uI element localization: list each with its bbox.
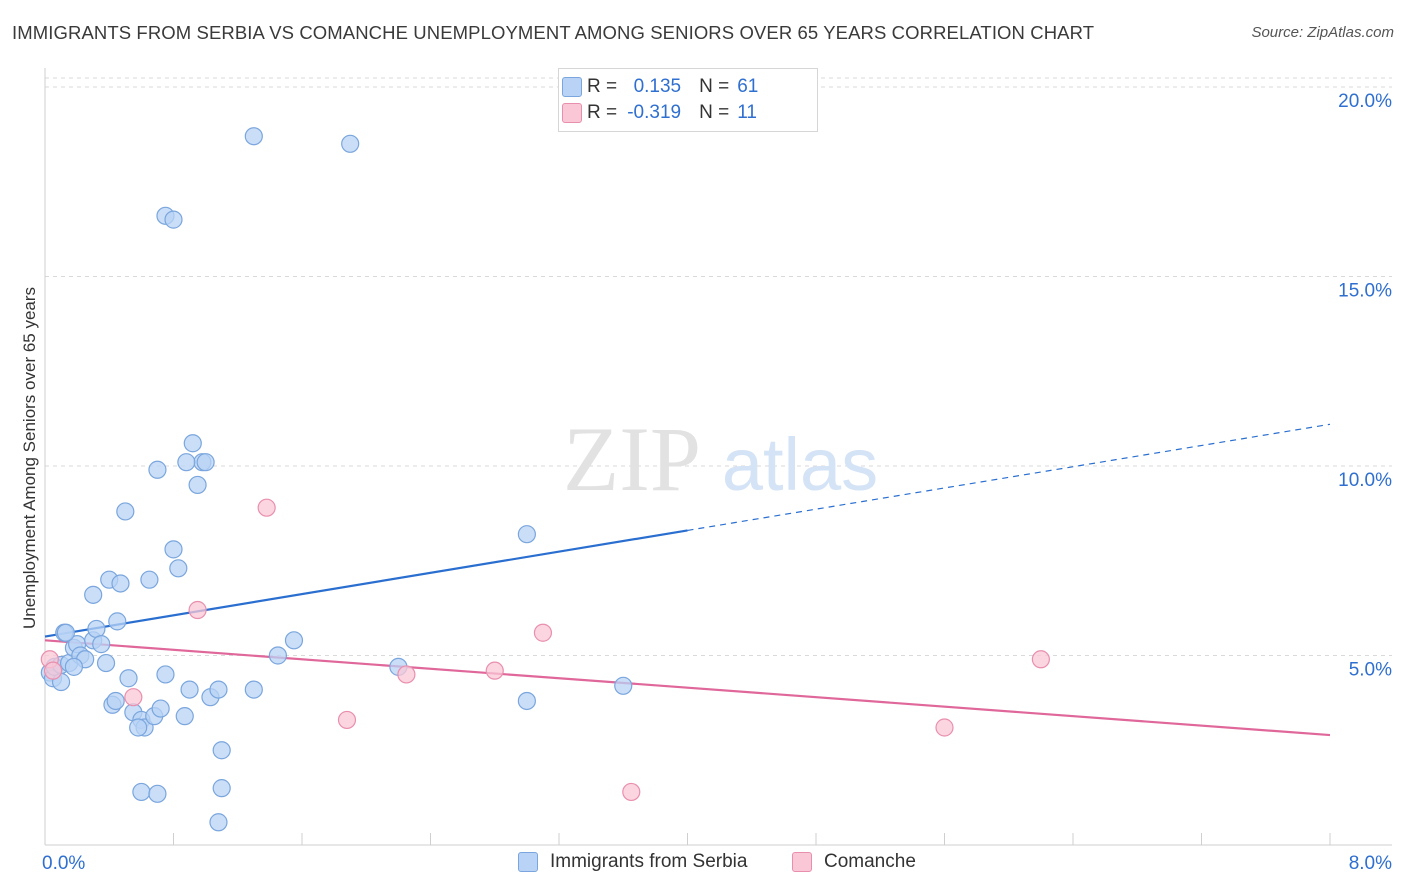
tick-labels: 5.0% 10.0% 15.0% 20.0% 0.0% 8.0%	[42, 91, 1392, 874]
data-point-serbia	[517, 525, 536, 544]
legend-swatch-serbia	[562, 77, 582, 97]
data-point-comanche	[43, 661, 63, 680]
legend-swatch-comanche	[562, 103, 582, 123]
bottom-legend-label-comanche: Comanche	[824, 851, 916, 872]
watermark-zip: ZIP	[563, 408, 701, 510]
x-tick-label-min: 0.0%	[42, 853, 85, 874]
data-point-serbia	[132, 782, 151, 802]
trend-line-serbia-extrapolated	[687, 423, 1331, 532]
data-point-serbia	[169, 559, 188, 578]
data-point-comanche	[935, 718, 954, 737]
bottom-legend-label-serbia: Immigrants from Serbia	[550, 851, 748, 872]
data-point-serbia	[116, 502, 135, 521]
data-point-serbia	[341, 134, 360, 153]
y-axis-label: Unemployment Among Seniors over 65 years	[20, 286, 39, 630]
data-point-serbia	[119, 669, 138, 688]
data-point-serbia	[64, 657, 84, 676]
data-point-serbia	[111, 574, 130, 593]
data-point-serbia	[284, 631, 304, 650]
data-point-serbia	[614, 676, 633, 695]
legend-r-label: R =	[587, 76, 618, 97]
legend-n-label: N =	[699, 102, 730, 123]
data-point-serbia	[164, 210, 183, 229]
data-point-serbia	[156, 665, 175, 684]
data-point-serbia	[92, 635, 111, 654]
data-point-comanche	[485, 661, 504, 680]
data-point-serbia	[175, 707, 194, 726]
trend-lines	[44, 423, 1331, 737]
legend-n-value: 11	[737, 102, 757, 123]
data-point-serbia	[188, 475, 207, 495]
legend-r-value: 0.135	[633, 76, 682, 97]
bottom-legend: Immigrants from Serbia Comanche	[0, 851, 1406, 879]
data-point-serbia	[212, 779, 231, 798]
data-point-comanche	[188, 600, 207, 620]
data-point-serbia	[196, 453, 215, 472]
legend-n-label: N =	[699, 76, 730, 97]
data-point-serbia	[268, 646, 288, 665]
data-point-serbia	[129, 718, 148, 737]
data-point-serbia	[209, 813, 228, 832]
data-point-comanche	[622, 782, 641, 802]
bottom-legend-swatch-serbia	[518, 852, 538, 872]
data-point-serbia	[56, 623, 75, 642]
data-point-comanche	[397, 665, 416, 684]
legend-row-serbia: R = 0.135 N = 61	[562, 75, 759, 99]
axes	[44, 68, 1392, 846]
y-tick-label: 5.0%	[1349, 659, 1392, 680]
y-tick-label: 15.0%	[1338, 280, 1392, 301]
watermark: ZIP atlas	[563, 408, 878, 510]
data-point-serbia	[183, 434, 202, 453]
data-point-comanche	[337, 710, 357, 730]
data-point-comanche	[1031, 650, 1050, 669]
data-point-serbia	[106, 691, 125, 711]
data-point-serbia	[151, 699, 170, 718]
grid-lines	[45, 77, 1392, 656]
data-point-serbia	[84, 585, 103, 604]
data-point-serbia	[108, 612, 127, 631]
data-point-serbia	[148, 784, 167, 803]
data-point-serbia	[164, 540, 183, 559]
data-point-serbia	[87, 619, 106, 639]
trend-line-comanche	[44, 639, 1331, 737]
data-point-serbia	[180, 680, 199, 699]
data-point-serbia	[244, 127, 263, 146]
legend-row-comanche: R = -0.319 N = 11	[562, 101, 757, 125]
data-point-comanche	[124, 688, 143, 707]
bottom-legend-comanche: Comanche	[792, 851, 916, 873]
legend-r-label: R =	[587, 102, 618, 123]
data-point-serbia	[209, 680, 228, 699]
data-points	[40, 127, 1050, 832]
legend: R = 0.135 N = 61 R = -0.319 N = 11	[558, 68, 818, 132]
bottom-legend-swatch-comanche	[792, 852, 812, 872]
data-point-serbia	[517, 691, 536, 711]
data-point-serbia	[148, 460, 167, 479]
y-tick-label: 10.0%	[1338, 470, 1392, 491]
data-point-serbia	[212, 741, 231, 760]
data-point-serbia	[244, 680, 263, 699]
data-point-serbia	[140, 570, 159, 589]
bottom-legend-serbia: Immigrants from Serbia	[518, 851, 747, 873]
chart-title: IMMIGRANTS FROM SERBIA VS COMANCHE UNEMP…	[12, 22, 1095, 43]
legend-r-value: -0.319	[627, 102, 682, 123]
watermark-atlas: atlas	[722, 423, 878, 506]
legend-n-value: 61	[737, 76, 759, 97]
data-point-comanche	[533, 623, 553, 642]
data-point-serbia	[177, 453, 196, 472]
data-point-serbia	[96, 653, 116, 673]
y-tick-label: 20.0%	[1338, 91, 1392, 112]
trend-line-serbia	[44, 529, 688, 638]
x-tick-label-max: 8.0%	[1349, 853, 1392, 874]
data-point-comanche	[257, 498, 276, 517]
source-label: Source: ZipAtlas.com	[1251, 24, 1394, 41]
